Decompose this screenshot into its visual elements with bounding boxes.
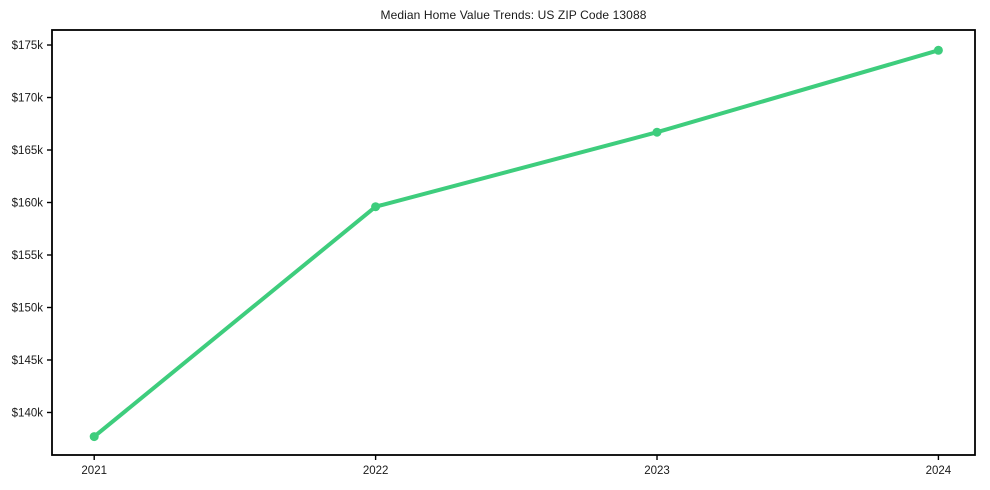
- y-tick-label: $145k: [12, 355, 44, 367]
- x-axis: 2021 2022 2023 2024: [81, 455, 952, 477]
- y-tick-label: $165k: [12, 145, 44, 157]
- y-tick-label: $155k: [12, 250, 44, 262]
- y-tick-label: $170k: [12, 93, 44, 105]
- x-tick-label: 2023: [644, 465, 670, 477]
- chart-title: Median Home Value Trends: US ZIP Code 13…: [380, 8, 647, 22]
- y-tick-label: $160k: [12, 197, 44, 209]
- data-point-marker: [89, 432, 99, 442]
- y-tick-label: $150k: [12, 302, 44, 314]
- data-point-marker: [371, 202, 381, 212]
- x-tick-label: 2021: [81, 465, 107, 477]
- plot-border: [51, 29, 976, 456]
- data-point-marker: [933, 45, 943, 55]
- data-points: [89, 45, 943, 442]
- y-tick-label: $140k: [12, 407, 44, 419]
- y-tick-label: $175k: [12, 40, 44, 52]
- x-tick-label: 2022: [363, 465, 389, 477]
- data-point-marker: [652, 127, 662, 137]
- x-tick-label: 2024: [926, 465, 952, 477]
- trend-line: [92, 48, 941, 439]
- y-axis: $140k $145k $150k $155k $160k $165k $170k $175k: [12, 40, 52, 419]
